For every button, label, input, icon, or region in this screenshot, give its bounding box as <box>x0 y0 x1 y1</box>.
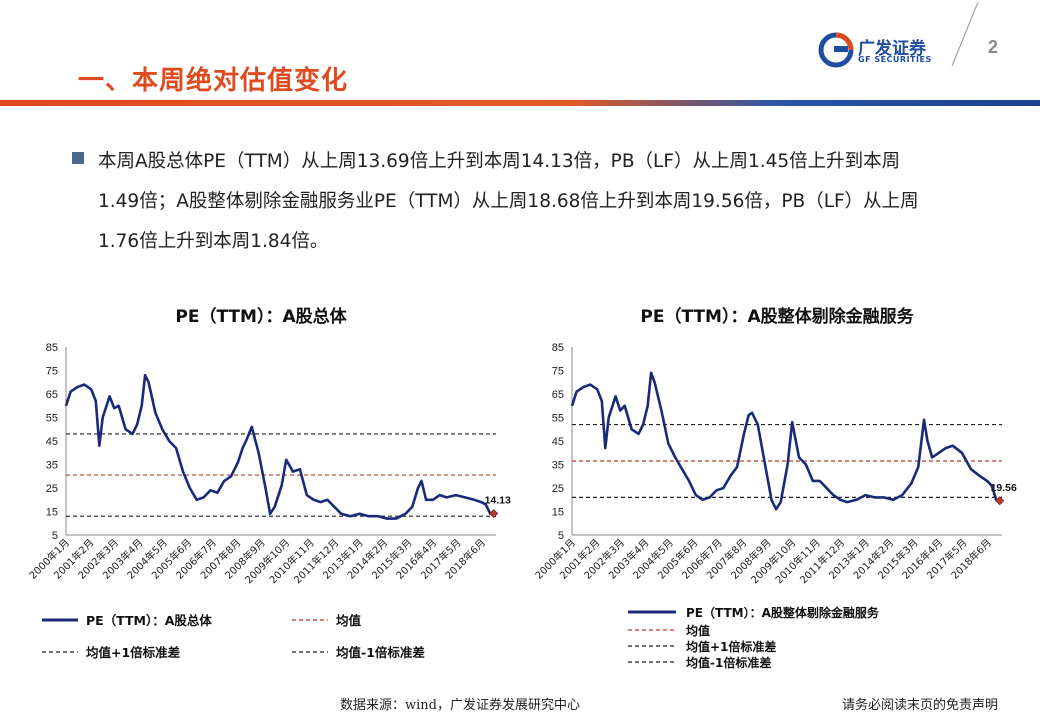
y-tick-label: 45 <box>552 436 564 448</box>
legend-label: 均值-1倍标准差 <box>336 645 425 660</box>
end-value-label: 19.56 <box>991 482 1017 494</box>
logo-text-en: GF SECURITIES <box>858 55 932 64</box>
pe-series-line <box>570 371 1001 511</box>
slide-header: 一、本周绝对估值变化 广发证券 GF SECURITIES 2 <box>0 0 1040 106</box>
header-divider <box>951 1 979 67</box>
y-tick-label: 5 <box>558 530 564 542</box>
bullet-square <box>72 152 84 164</box>
legend-label: 均值 <box>686 623 710 638</box>
end-point-marker <box>489 509 499 518</box>
y-tick-label: 25 <box>552 483 564 495</box>
page-number: 2 <box>988 37 999 57</box>
y-tick-label: 45 <box>46 436 58 448</box>
chart-svg-pe-ex-financial: PE（TTM）：A股整体剔除金融服务515253545556575852000年… <box>532 306 1017 670</box>
slide-title: 一、本周绝对估值变化 <box>78 66 349 96</box>
y-tick-label: 35 <box>46 460 58 472</box>
chart-svg-pe-total: PE（TTM）：A股总体515253545556575852000年1月2001… <box>26 306 511 660</box>
y-tick-label: 15 <box>552 507 564 519</box>
disclaimer: 请务必阅读末页的免责声明 <box>842 698 999 713</box>
y-tick-label: 55 <box>552 413 564 425</box>
y-tick-label: 75 <box>552 366 564 378</box>
y-tick-label: 15 <box>46 507 58 519</box>
chart-pe-a-share-ex-financial: PE（TTM）：A股整体剔除金融服务 5 15 25 35 45 55 65 75 85 2000年… <box>528 290 1028 680</box>
end-value-label: 14.13 <box>485 495 511 507</box>
chart-title: PE（TTM）：A股整体剔除金融服务 <box>640 306 914 327</box>
gf-logo: 广发证券 GF SECURITIES <box>818 28 958 72</box>
header-stripe <box>0 100 1040 106</box>
y-tick-label: 35 <box>552 460 564 472</box>
legend-label: PE（TTM）：A股总体 <box>86 613 212 628</box>
y-tick-label: 65 <box>46 389 58 401</box>
legend-label: 均值 <box>336 613 362 628</box>
summary-text: 本周A股总体PE（TTM）从上周13.69倍上升到本周14.13倍，PB（LF）… <box>98 151 919 252</box>
chart-title: PE（TTM）：A股总体 <box>175 306 347 327</box>
legend-label: PE（TTM）：A股整体剔除金融服务 <box>686 605 880 620</box>
logo-text-cn: 广发证券 <box>858 39 926 59</box>
y-tick-label: 85 <box>46 342 58 354</box>
legend-label: 均值+1倍标准差 <box>686 639 776 654</box>
pe-series-line <box>64 373 494 520</box>
y-tick-label: 65 <box>552 389 564 401</box>
gf-logo-icon <box>818 32 854 68</box>
y-tick-label: 85 <box>552 342 564 354</box>
end-point-marker <box>995 496 1005 506</box>
y-tick-label: 75 <box>46 366 58 378</box>
y-tick-label: 55 <box>46 413 58 425</box>
chart-pe-a-share-total: PE（TTM）：A股总体 5 15 25 35 45 55 65 75 85 2000年1月 2001… <box>22 290 522 680</box>
legend-label: 均值+1倍标准差 <box>86 645 180 660</box>
y-tick-label: 25 <box>46 483 58 495</box>
data-source: 数据来源：wind，广发证券发展研究中心 <box>340 698 580 713</box>
legend-label: 均值-1倍标准差 <box>686 655 771 670</box>
y-tick-label: 5 <box>52 530 58 542</box>
